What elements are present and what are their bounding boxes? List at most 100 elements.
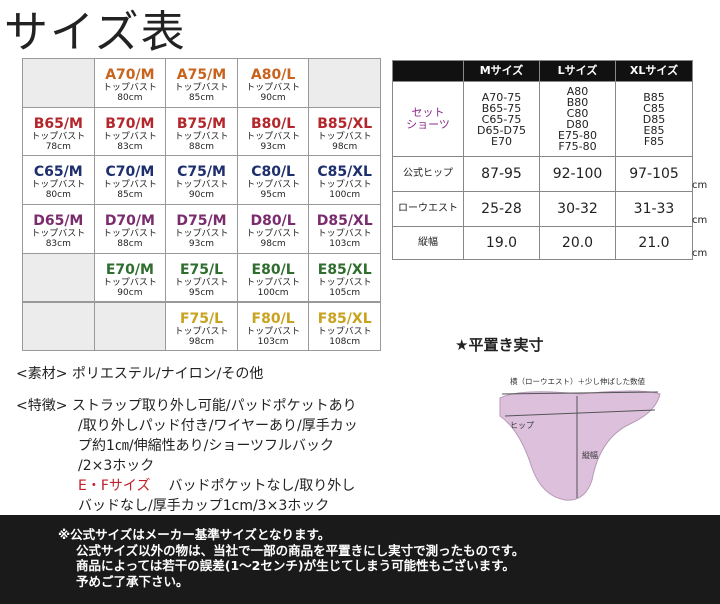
material-label: <素材> bbox=[16, 366, 68, 382]
bust-value: 85cm bbox=[188, 93, 215, 103]
material: <素材> ポリエステル/ナイロン/その他 bbox=[16, 364, 263, 384]
cell-line: B80 bbox=[566, 96, 589, 109]
feature-text: /取り外しパッド付き/ワイヤーあり/厚手カッ bbox=[78, 418, 358, 434]
cell-line: E75-80 bbox=[558, 129, 597, 142]
bust-value: 88cm bbox=[117, 239, 143, 250]
table-row: 縦幅 19.0 20.0 21.0 bbox=[392, 226, 693, 260]
hip-arrow bbox=[504, 409, 656, 417]
bust-label: トップバスト bbox=[102, 83, 157, 93]
footer-line: ※公式サイズはメーカー基準サイズとなります。 bbox=[58, 527, 331, 542]
size-cell: D70/M トップバスト 88cm bbox=[93, 204, 167, 254]
cell-line: C65-75 bbox=[481, 112, 522, 126]
cell-line: 19.0 bbox=[485, 235, 518, 251]
cell-line: 20.0 bbox=[561, 235, 594, 251]
cell-line: D80 bbox=[566, 118, 589, 131]
size-cell: C85/XL トップバスト 100cm bbox=[308, 155, 381, 206]
size-name: B85/XL bbox=[317, 115, 373, 132]
bust-value: 105cm bbox=[329, 287, 361, 298]
features-label: <特徴> bbox=[16, 398, 68, 414]
size-cell: D75/M トップバスト 93cm bbox=[165, 204, 238, 254]
bust-value: 88cm bbox=[188, 141, 215, 152]
size-name: F85/XL bbox=[317, 310, 372, 327]
cell-line: D85 bbox=[642, 112, 666, 126]
size-cell: C70/M トップバスト 85cm bbox=[93, 155, 167, 206]
empty-cell bbox=[93, 301, 167, 352]
empty-cell bbox=[22, 252, 95, 303]
bust-label: トップバスト bbox=[174, 131, 229, 142]
cell-line: B85 bbox=[643, 90, 665, 104]
bust-label: トップバスト bbox=[246, 180, 301, 191]
bust-value: 78cm bbox=[45, 141, 71, 152]
size-cell: C80/L トップバスト 95cm bbox=[236, 155, 310, 206]
diagram: 横（ローウエスト）＋少し伸ばした数値 ヒップ 縦幅 bbox=[499, 376, 661, 501]
footer: ※公式サイズはメーカー基準サイズとなります。 公式サイズ以外の物は、当社で一部の商… bbox=[0, 515, 720, 604]
size-name: E80/L bbox=[251, 261, 295, 278]
empty-cell bbox=[22, 58, 95, 108]
size-note-text: バッドなし/厚手カップ1cm/3×3ホック bbox=[78, 498, 330, 514]
cell-line: E85 bbox=[643, 123, 665, 137]
cell-line: C85 bbox=[643, 101, 665, 115]
cell-line: 92-100 bbox=[552, 166, 603, 182]
bust-value: 85cm bbox=[117, 190, 143, 201]
bust-label: トップバスト bbox=[317, 326, 372, 337]
bust-value: 98cm bbox=[188, 336, 215, 347]
size-cell: E80/L トップバスト 100cm bbox=[236, 252, 310, 303]
table-cell: 30-32 bbox=[539, 191, 616, 227]
size-name: A75/M bbox=[176, 67, 227, 83]
bust-label: トップバスト bbox=[174, 83, 229, 93]
size-name: C75/M bbox=[177, 164, 226, 181]
feature-line: /取り外しパッド付き/ワイヤーあり/厚手カッ bbox=[16, 416, 358, 436]
size-cell: E70/M トップバスト 90cm bbox=[93, 252, 167, 303]
size-name: F75/L bbox=[179, 310, 224, 327]
cell-line: 97-105 bbox=[629, 166, 679, 182]
shorts-shape bbox=[499, 390, 661, 501]
feature-text: プ約1㎝/伸縮性あり/ショーツフルバック bbox=[78, 438, 335, 454]
table-cell: 25-28 bbox=[463, 191, 540, 227]
header-cell bbox=[392, 60, 464, 82]
size-note-line: E・Fサイズ バッドポケットなし/取り外し bbox=[16, 476, 358, 496]
table-cell: B85 C85 D85 E85 F85 bbox=[615, 81, 693, 157]
bust-value: 98cm bbox=[260, 239, 286, 250]
bust-label: トップバスト bbox=[317, 131, 372, 142]
size-name: A80/L bbox=[250, 67, 296, 83]
bust-label: トップバスト bbox=[317, 277, 372, 288]
size-name: E70/M bbox=[105, 261, 154, 278]
size-name: E75/L bbox=[179, 261, 224, 278]
size-cell: B75/M トップバスト 88cm bbox=[165, 106, 238, 157]
size-name: F80/L bbox=[251, 310, 295, 327]
empty-cell bbox=[308, 58, 381, 108]
size-cell: F75/L トップバスト 98cm bbox=[165, 301, 238, 352]
unit: cm bbox=[692, 248, 708, 259]
feature-text: ストラップ取り外し可能/パッドポケットあり bbox=[71, 398, 357, 414]
cell-line: A70-75 bbox=[481, 90, 522, 104]
size-cell: F85/XL トップバスト 108cm bbox=[308, 301, 381, 352]
header-cell: Mサイズ bbox=[463, 60, 540, 82]
bust-value: 103cm bbox=[329, 239, 361, 250]
size-cell: B85/XL トップバスト 98cm bbox=[308, 106, 381, 157]
title: サイズ表 bbox=[4, 7, 187, 58]
size-cell: A75/M トップバスト 85cm bbox=[165, 58, 238, 108]
size-note-label: E・Fサイズ bbox=[78, 478, 151, 494]
height-label: 縦幅 bbox=[582, 450, 598, 460]
bust-value: 80cm bbox=[117, 93, 143, 103]
size-name: D75/M bbox=[176, 213, 227, 230]
size-name: B80/L bbox=[251, 115, 296, 132]
empty-cell bbox=[22, 301, 95, 352]
header-cell: XLサイズ bbox=[615, 60, 693, 82]
size-cell: C65/M トップバスト 80cm bbox=[22, 155, 95, 206]
feature-line: /2×3ホック bbox=[16, 456, 358, 476]
bust-value: 90cm bbox=[260, 93, 286, 103]
bust-label: トップバスト bbox=[246, 131, 301, 142]
size-name: D85/XL bbox=[316, 213, 373, 230]
bust-label: トップバスト bbox=[174, 326, 229, 337]
bust-value: 100cm bbox=[329, 190, 361, 201]
size-cell: A80/L トップバスト 90cm bbox=[236, 58, 310, 108]
bust-label: トップバスト bbox=[102, 277, 157, 288]
bust-value: 103cm bbox=[257, 336, 289, 347]
bust-label: トップバスト bbox=[31, 229, 86, 240]
row-label: セット ショーツ bbox=[392, 81, 464, 157]
bust-label: トップバスト bbox=[102, 180, 157, 191]
row-label-line: ローウエスト bbox=[398, 203, 458, 214]
cell-line: E70 bbox=[491, 134, 512, 148]
bust-value: 83cm bbox=[117, 141, 143, 152]
